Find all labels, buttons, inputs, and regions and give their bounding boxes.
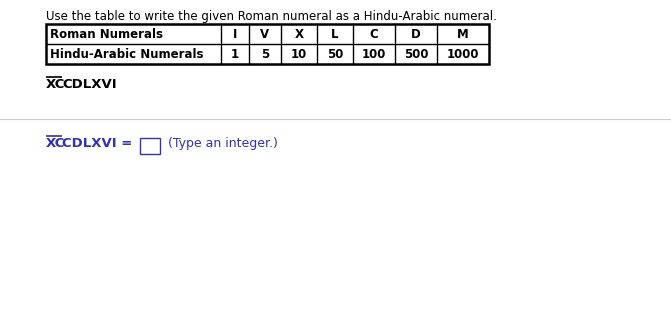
- Text: CDLXVI =: CDLXVI =: [62, 137, 132, 150]
- Text: C: C: [370, 28, 378, 41]
- Text: 1000: 1000: [447, 47, 479, 60]
- Text: 1: 1: [231, 47, 239, 60]
- Text: Use the table to write the given Roman numeral as a Hindu-Arabic numeral.: Use the table to write the given Roman n…: [46, 10, 497, 23]
- Text: 50: 50: [327, 47, 343, 60]
- Text: L: L: [331, 28, 339, 41]
- Text: M: M: [457, 28, 469, 41]
- Text: D: D: [411, 28, 421, 41]
- Text: Hindu-Arabic Numerals: Hindu-Arabic Numerals: [50, 47, 203, 60]
- Bar: [140, 138, 160, 154]
- Text: CDLXVI: CDLXVI: [62, 78, 117, 91]
- Text: XC: XC: [46, 137, 65, 150]
- Text: 10: 10: [291, 47, 307, 60]
- Text: XC: XC: [46, 78, 65, 91]
- Text: 500: 500: [404, 47, 428, 60]
- Text: X: X: [295, 28, 303, 41]
- Text: 100: 100: [362, 47, 386, 60]
- Text: 5: 5: [261, 47, 269, 60]
- Text: V: V: [260, 28, 270, 41]
- Text: Roman Numerals: Roman Numerals: [50, 28, 163, 41]
- Text: I: I: [233, 28, 237, 41]
- Bar: [46, 24, 489, 64]
- Text: (Type an integer.): (Type an integer.): [168, 137, 278, 150]
